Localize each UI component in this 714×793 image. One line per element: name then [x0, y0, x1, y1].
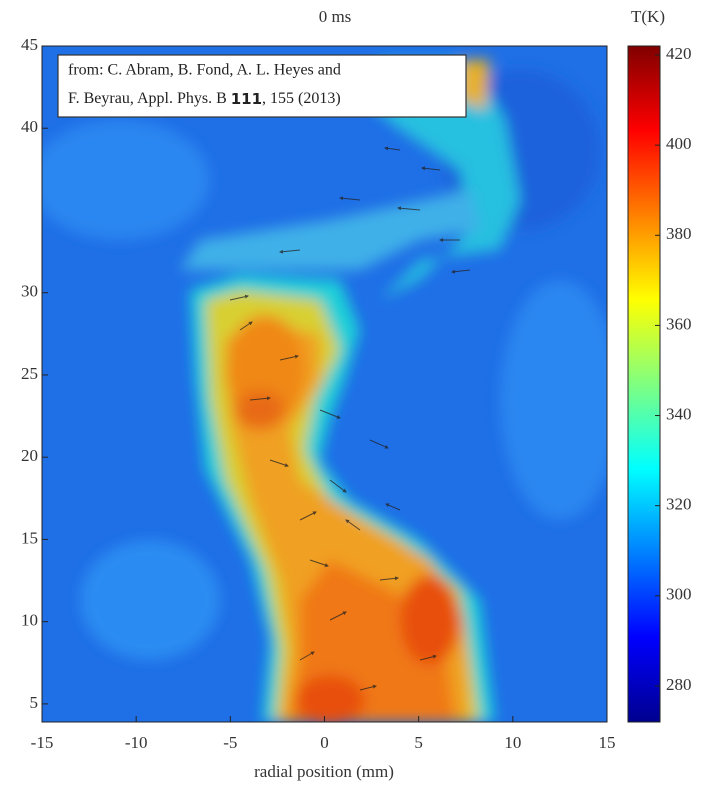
annotation-box — [57, 54, 467, 118]
y-tick-label: 5 — [30, 693, 39, 712]
x-tick-label: -5 — [223, 733, 237, 752]
x-tick-label: 0 — [320, 733, 329, 752]
colorbar — [627, 45, 661, 723]
velocity-vectors — [229, 146, 471, 691]
colorbar-tick-label: 340 — [666, 404, 692, 423]
colorbar-tick-label: 300 — [666, 585, 692, 604]
colorbar-label: T(K) — [631, 7, 665, 26]
colorbar-tick-label: 320 — [666, 495, 692, 514]
x-tick-label: -15 — [31, 733, 54, 752]
y-tick-label: 10 — [21, 611, 38, 630]
temperature-field — [42, 46, 607, 722]
annotation-line: from: C. Abram, B. Fond, A. L. Heyes and — [68, 62, 341, 79]
x-tick-label: 5 — [414, 733, 423, 752]
y-tick-label: 30 — [21, 282, 38, 301]
colorbar-tick-label: 380 — [666, 224, 692, 243]
colorbar-tick-label: 360 — [666, 314, 692, 333]
colorbar-tick-label: 400 — [666, 134, 692, 153]
annotation-part: , 155 (2013) — [262, 90, 341, 107]
y-tick-label: 15 — [21, 528, 38, 547]
x-tick-label: 10 — [504, 733, 521, 752]
y-tick-label: 45 — [21, 35, 38, 54]
x-tick-label: -10 — [125, 733, 148, 752]
y-tick-label: 40 — [21, 117, 38, 136]
colorbar-tick-label: 280 — [666, 675, 692, 694]
annotation-line: F. Beyrau, Appl. Phys. B 111, 155 (2013) — [68, 90, 341, 108]
chart-title: 0 ms — [319, 7, 352, 26]
annotation-part: F. Beyrau, Appl. Phys. B — [68, 90, 231, 107]
y-tick-label: 25 — [21, 364, 38, 383]
x-tick-label: 15 — [599, 733, 616, 752]
colorbar-tick-label: 420 — [666, 44, 692, 63]
x-axis-label: radial position (mm) — [254, 762, 394, 781]
y-tick-label: 20 — [21, 446, 38, 465]
annotation-part: 111 — [231, 90, 262, 108]
